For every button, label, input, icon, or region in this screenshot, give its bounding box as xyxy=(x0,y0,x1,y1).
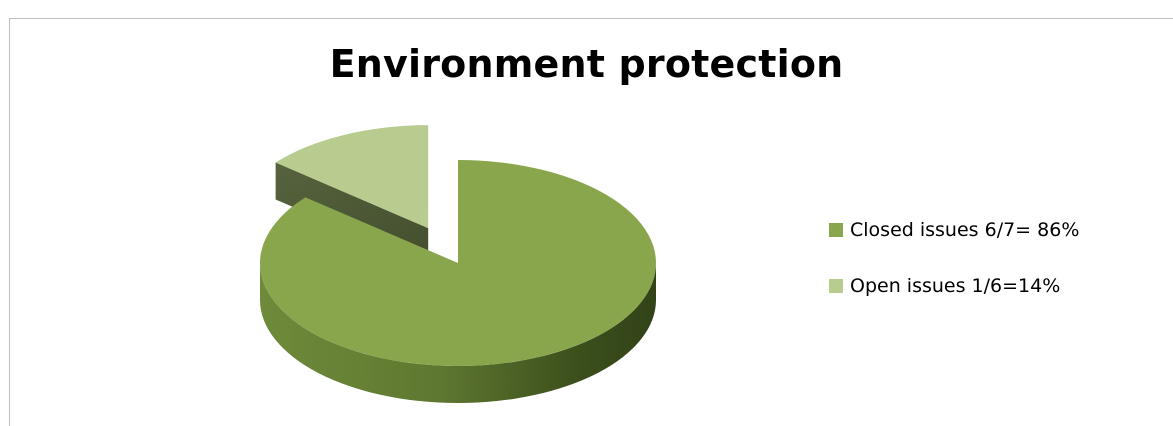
pie-slice-closed-side xyxy=(260,263,656,403)
legend: Closed issues 6/7= 86% Open issues 1/6=1… xyxy=(829,219,1080,332)
legend-item-closed: Closed issues 6/7= 86% xyxy=(829,219,1080,241)
pie-slice-closed xyxy=(260,160,656,366)
legend-label-closed: Closed issues 6/7= 86% xyxy=(850,219,1080,241)
chart-frame xyxy=(9,18,1173,426)
pie-slice-open xyxy=(275,125,429,229)
legend-swatch-closed xyxy=(829,223,843,237)
legend-swatch-open xyxy=(829,279,843,293)
chart-title: Environment protection xyxy=(329,42,844,86)
legend-label-open: Open issues 1/6=14% xyxy=(850,275,1061,297)
legend-item-open: Open issues 1/6=14% xyxy=(829,275,1079,297)
